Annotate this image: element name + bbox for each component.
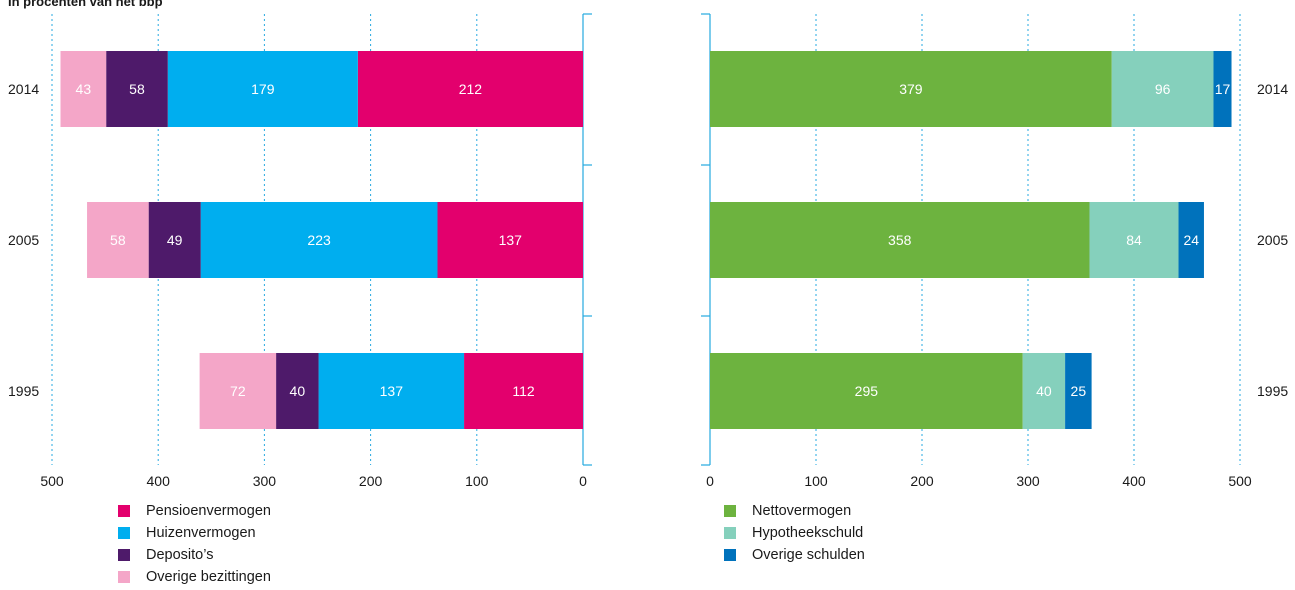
- legend-liabilities: Nettovermogen Hypotheekschuld Overige schu…: [724, 500, 865, 566]
- bar-left-overige-bezittingen-2005: [87, 202, 149, 278]
- legend-swatch-pensioenvermogen: [118, 505, 130, 517]
- data-label-left-huizenvermogen-2014: 179: [251, 81, 275, 97]
- data-label-left-pensioenvermogen-2014: 212: [459, 81, 483, 97]
- category-label-right-2005: 2005: [1257, 232, 1288, 248]
- tick-label-left-200: 200: [359, 473, 383, 489]
- data-label-right-hypotheekschuld-2005: 84: [1126, 232, 1142, 248]
- category-label-right-1995: 1995: [1257, 383, 1288, 399]
- legend-swatch-overige-bezittingen: [118, 571, 130, 583]
- data-label-right-nettovermogen-2005: 358: [888, 232, 912, 248]
- bar-right-overige-schulden-2005: [1178, 202, 1204, 278]
- legend-label-huizenvermogen: Huizenvermogen: [146, 525, 256, 541]
- bar-left-deposito-s-1995: [276, 353, 319, 429]
- data-label-left-deposito-s-2014: 58: [129, 81, 145, 97]
- bar-left-deposito-s-2005: [148, 202, 201, 278]
- legend-swatch-huizenvermogen: [118, 527, 130, 539]
- legend-swatch-hypotheekschuld: [724, 527, 736, 539]
- legend-item-hypotheekschuld: Hypotheekschuld: [724, 522, 865, 544]
- data-label-left-overige-bezittingen-2014: 43: [76, 81, 92, 97]
- legend-item-overige-schulden: Overige schulden: [724, 544, 865, 566]
- bar-left-pensioenvermogen-2005: [437, 202, 583, 278]
- bar-right-overige-schulden-2014: [1213, 51, 1232, 127]
- data-label-left-deposito-s-1995: 40: [290, 383, 306, 399]
- legend-label-deposito-s: Deposito’s: [146, 547, 214, 563]
- bar-left-overige-bezittingen-1995: [199, 353, 277, 429]
- bar-right-nettovermogen-2005: [710, 202, 1090, 278]
- tick-label-right-200: 200: [910, 473, 934, 489]
- bar-left-huizenvermogen-2014: [167, 51, 358, 127]
- legend-item-pensioenvermogen: Pensioenvermogen: [118, 500, 271, 522]
- bar-right-hypotheekschuld-1995: [1022, 353, 1066, 429]
- data-label-left-huizenvermogen-1995: 137: [380, 383, 404, 399]
- category-label-right-2014: 2014: [1257, 81, 1288, 97]
- data-label-left-overige-bezittingen-1995: 72: [230, 383, 246, 399]
- tick-label-right-0: 0: [706, 473, 714, 489]
- legend-label-overige-bezittingen: Overige bezittingen: [146, 569, 271, 585]
- legend-item-overige-bezittingen: Overige bezittingen: [118, 566, 271, 588]
- tick-label-right-400: 400: [1122, 473, 1146, 489]
- legend-assets: Pensioenvermogen Huizenvermogen Deposito’s…: [118, 500, 271, 588]
- tick-label-left-300: 300: [253, 473, 277, 489]
- data-label-right-overige-schulden-2014: 17: [1215, 81, 1231, 97]
- data-label-right-nettovermogen-2014: 379: [899, 81, 923, 97]
- bar-right-nettovermogen-2014: [710, 51, 1112, 127]
- category-label-left-2014: 2014: [8, 81, 39, 97]
- tick-label-left-400: 400: [147, 473, 171, 489]
- data-label-right-overige-schulden-2005: 24: [1183, 232, 1199, 248]
- data-label-left-huizenvermogen-2005: 223: [307, 232, 331, 248]
- bar-left-pensioenvermogen-1995: [464, 353, 583, 429]
- legend-item-huizenvermogen: Huizenvermogen: [118, 522, 271, 544]
- tick-label-left-100: 100: [465, 473, 489, 489]
- legend-label-hypotheekschuld: Hypotheekschuld: [752, 525, 864, 541]
- chart-subtitle: In procenten van het bbp: [8, 0, 163, 9]
- bar-left-deposito-s-2014: [106, 51, 168, 127]
- tick-label-right-300: 300: [1016, 473, 1040, 489]
- bar-right-hypotheekschuld-2014: [1111, 51, 1214, 127]
- bar-left-pensioenvermogen-2014: [357, 51, 583, 127]
- legend-item-deposito-s: Deposito’s: [118, 544, 271, 566]
- bar-left-huizenvermogen-1995: [318, 353, 465, 429]
- tick-label-left-500: 500: [40, 473, 64, 489]
- data-label-right-nettovermogen-1995: 295: [855, 383, 879, 399]
- tick-label-right-500: 500: [1228, 473, 1252, 489]
- data-label-left-pensioenvermogen-2005: 137: [499, 232, 523, 248]
- legend-label-overige-schulden: Overige schulden: [752, 547, 865, 563]
- data-label-left-overige-bezittingen-2005: 58: [110, 232, 126, 248]
- category-label-left-2005: 2005: [8, 232, 39, 248]
- data-label-right-hypotheekschuld-1995: 40: [1036, 383, 1052, 399]
- bar-right-nettovermogen-1995: [710, 353, 1023, 429]
- tick-label-left-0: 0: [579, 473, 587, 489]
- category-label-left-1995: 1995: [8, 383, 39, 399]
- legend-swatch-overige-schulden: [724, 549, 736, 561]
- legend-swatch-nettovermogen: [724, 505, 736, 517]
- legend-label-pensioenvermogen: Pensioenvermogen: [146, 503, 271, 519]
- bar-left-overige-bezittingen-2014: [60, 51, 107, 127]
- tick-label-right-100: 100: [804, 473, 828, 489]
- data-label-left-pensioenvermogen-1995: 112: [512, 383, 535, 399]
- bar-left-huizenvermogen-2005: [200, 202, 438, 278]
- legend-swatch-deposito-s: [118, 549, 130, 561]
- data-label-right-overige-schulden-1995: 25: [1071, 383, 1087, 399]
- bar-right-overige-schulden-1995: [1065, 353, 1092, 429]
- data-label-left-deposito-s-2005: 49: [167, 232, 183, 248]
- legend-label-nettovermogen: Nettovermogen: [752, 503, 852, 519]
- legend-item-nettovermogen: Nettovermogen: [724, 500, 865, 522]
- data-label-right-hypotheekschuld-2014: 96: [1155, 81, 1171, 97]
- bar-right-hypotheekschuld-2005: [1089, 202, 1179, 278]
